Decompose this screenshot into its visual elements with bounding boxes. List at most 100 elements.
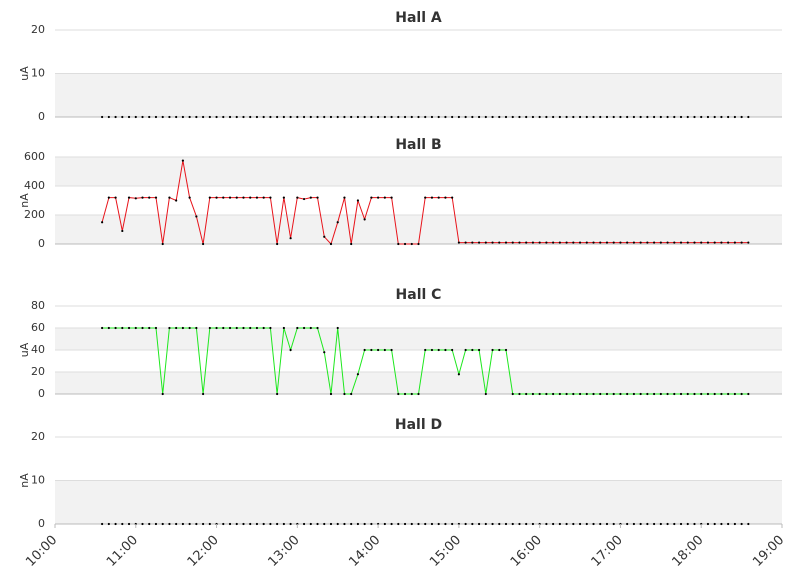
data-point bbox=[612, 522, 615, 526]
data-point bbox=[316, 326, 319, 330]
data-point bbox=[363, 218, 366, 221]
data-point bbox=[121, 229, 124, 233]
data-point bbox=[309, 115, 312, 119]
data-point bbox=[572, 241, 575, 244]
data-point bbox=[585, 115, 588, 119]
data-point bbox=[350, 522, 353, 526]
y-tick-label: 0 bbox=[38, 517, 45, 530]
data-point bbox=[222, 115, 225, 119]
data-point bbox=[269, 115, 272, 119]
data-point bbox=[309, 326, 312, 330]
y-tick-label: 20 bbox=[31, 365, 45, 378]
data-point bbox=[417, 522, 420, 526]
data-point bbox=[410, 392, 413, 396]
data-point bbox=[201, 115, 205, 119]
data-point bbox=[141, 326, 144, 330]
data-point bbox=[464, 115, 467, 119]
data-point bbox=[720, 241, 723, 244]
data-point bbox=[101, 115, 104, 119]
data-point bbox=[511, 392, 514, 396]
data-point bbox=[531, 115, 535, 119]
data-point bbox=[148, 326, 151, 330]
data-point bbox=[168, 522, 171, 526]
data-point bbox=[242, 326, 245, 330]
data-point bbox=[599, 115, 602, 119]
y-tick-label: 20 bbox=[31, 430, 45, 443]
data-point bbox=[390, 115, 393, 119]
data-point bbox=[302, 326, 306, 330]
data-point bbox=[181, 326, 184, 330]
data-point bbox=[619, 392, 622, 396]
data-point bbox=[558, 522, 561, 526]
data-point bbox=[525, 115, 528, 119]
data-point bbox=[558, 115, 561, 119]
data-point bbox=[107, 522, 110, 526]
data-point bbox=[276, 392, 279, 396]
data-point bbox=[578, 241, 582, 244]
data-point bbox=[188, 522, 191, 526]
data-point bbox=[444, 522, 447, 526]
data-point bbox=[747, 392, 750, 396]
data-point bbox=[525, 522, 528, 526]
data-point bbox=[228, 522, 232, 526]
data-point bbox=[249, 196, 252, 199]
data-point bbox=[222, 326, 225, 330]
data-point bbox=[525, 392, 528, 396]
data-point bbox=[289, 115, 292, 119]
data-point bbox=[491, 522, 494, 526]
data-point bbox=[154, 326, 158, 330]
data-point bbox=[107, 196, 110, 199]
data-point bbox=[370, 196, 373, 199]
data-point bbox=[201, 392, 205, 396]
data-point bbox=[356, 115, 360, 119]
data-point bbox=[713, 115, 716, 119]
data-point bbox=[693, 392, 696, 396]
data-point bbox=[504, 348, 508, 352]
data-point bbox=[605, 115, 609, 119]
data-point bbox=[208, 522, 211, 526]
data-point bbox=[619, 241, 622, 244]
data-point bbox=[639, 392, 642, 396]
data-point bbox=[679, 392, 683, 396]
data-point bbox=[403, 392, 407, 396]
data-point bbox=[713, 522, 716, 526]
data-point bbox=[269, 196, 272, 199]
data-point bbox=[565, 392, 568, 396]
data-point bbox=[370, 522, 373, 526]
data-point bbox=[114, 522, 117, 526]
x-tick-label: 12:00 bbox=[185, 533, 222, 570]
data-point bbox=[127, 326, 131, 330]
data-point bbox=[410, 522, 413, 526]
data-point bbox=[605, 241, 609, 244]
data-point bbox=[316, 196, 319, 199]
data-point bbox=[585, 522, 588, 526]
y-axis-label: nA bbox=[18, 473, 31, 488]
data-point bbox=[430, 196, 434, 199]
data-point bbox=[336, 522, 339, 526]
data-point bbox=[686, 241, 689, 244]
data-point bbox=[127, 115, 131, 119]
y-tick-label: 60 bbox=[31, 321, 45, 334]
data-point bbox=[309, 196, 312, 199]
data-point bbox=[282, 522, 285, 526]
data-point bbox=[222, 196, 225, 199]
data-point bbox=[175, 522, 178, 526]
data-point bbox=[195, 326, 198, 330]
y-tick-label: 40 bbox=[31, 343, 45, 356]
data-point bbox=[727, 115, 730, 119]
data-point bbox=[525, 241, 528, 244]
data-point bbox=[706, 522, 710, 526]
data-point bbox=[424, 522, 427, 526]
data-point bbox=[531, 241, 535, 244]
data-point bbox=[430, 348, 434, 352]
data-point bbox=[289, 522, 292, 526]
data-point bbox=[363, 522, 366, 526]
data-point bbox=[646, 241, 649, 244]
data-point bbox=[336, 115, 339, 119]
data-point bbox=[114, 196, 117, 199]
data-point bbox=[639, 241, 642, 244]
data-point bbox=[276, 115, 279, 119]
data-point bbox=[289, 237, 292, 240]
y-axis-label: uA bbox=[18, 66, 31, 81]
data-point bbox=[329, 242, 333, 246]
